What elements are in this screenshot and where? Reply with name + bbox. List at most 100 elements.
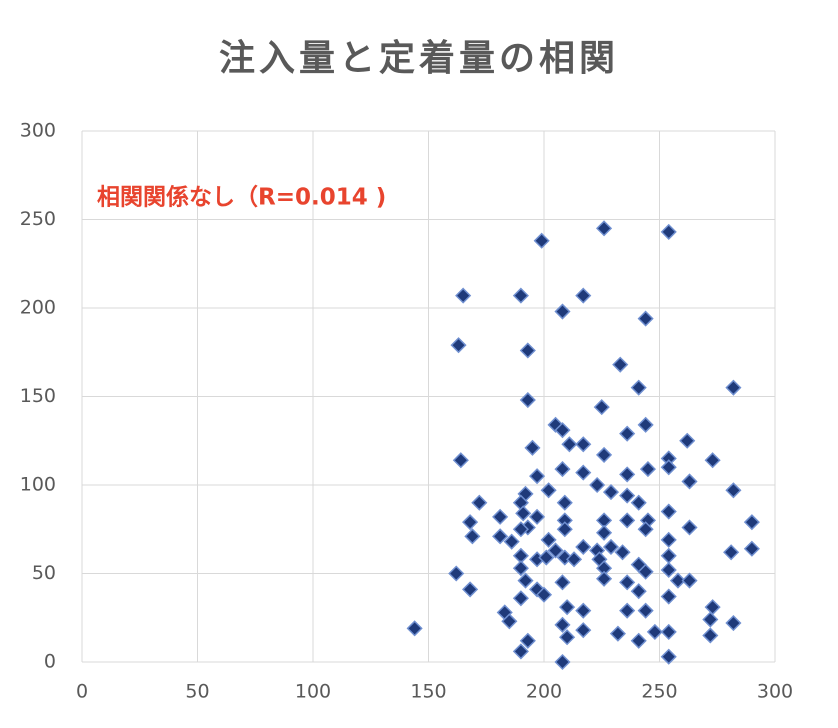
- point: [575, 464, 592, 481]
- point: [702, 627, 719, 644]
- point: [462, 581, 479, 598]
- point: [660, 459, 677, 476]
- point: [681, 519, 698, 536]
- point: [554, 653, 571, 671]
- point: [704, 599, 721, 616]
- point: [630, 632, 647, 649]
- point: [669, 572, 687, 589]
- x-tick-label: 100: [295, 681, 331, 703]
- point: [464, 528, 481, 545]
- x-tick-label: 50: [185, 681, 209, 703]
- point: [602, 538, 620, 556]
- point: [660, 588, 677, 605]
- chart-title: 注入量と定着量の相関: [219, 38, 619, 79]
- point: [515, 505, 532, 522]
- point: [619, 574, 636, 591]
- point: [660, 561, 677, 579]
- point: [725, 482, 742, 499]
- point: [512, 287, 529, 304]
- point: [704, 452, 721, 469]
- point: [517, 572, 534, 589]
- x-tick-label: 200: [526, 681, 562, 703]
- point: [554, 616, 571, 633]
- point: [554, 303, 571, 320]
- point: [595, 570, 613, 587]
- point: [512, 560, 529, 577]
- point: [492, 528, 509, 545]
- point: [512, 521, 529, 538]
- point: [492, 508, 509, 525]
- point: [660, 547, 677, 564]
- point: [533, 232, 550, 249]
- point: [630, 379, 647, 396]
- point: [725, 614, 742, 632]
- point: [561, 436, 578, 453]
- point: [519, 342, 536, 359]
- point: [619, 466, 636, 483]
- point: [535, 586, 553, 603]
- point: [554, 422, 571, 439]
- point: [743, 514, 760, 531]
- y-tick-label: 250: [20, 208, 56, 230]
- point: [593, 399, 610, 416]
- point: [540, 531, 557, 548]
- point: [660, 623, 677, 640]
- point: [448, 565, 465, 582]
- point: [646, 623, 663, 640]
- point: [406, 620, 423, 637]
- tick-labels: 0 50 100 150 200 250 300 0 50 100 150 200 250 300: [20, 120, 793, 703]
- point: [452, 452, 469, 469]
- point: [512, 643, 529, 660]
- point: [637, 310, 654, 327]
- point: [554, 461, 571, 478]
- point: [660, 648, 677, 665]
- point: [554, 574, 571, 591]
- point: [575, 287, 592, 304]
- grid: [81, 130, 776, 663]
- point: [529, 468, 546, 485]
- point: [538, 549, 555, 566]
- point: [575, 602, 592, 619]
- point: [595, 524, 613, 541]
- x-tick-label: 150: [410, 681, 446, 703]
- point: [529, 508, 546, 525]
- point: [681, 572, 698, 589]
- point: [595, 446, 613, 463]
- x-tick-label: 0: [76, 681, 88, 703]
- point: [637, 602, 654, 619]
- y-tick-label: 50: [32, 562, 56, 584]
- point: [681, 473, 698, 490]
- point: [556, 521, 573, 538]
- point: [702, 611, 719, 628]
- y-tick-label: 300: [20, 120, 56, 142]
- point: [637, 521, 654, 538]
- point: [630, 494, 647, 511]
- point: [637, 416, 654, 433]
- point: [679, 432, 696, 449]
- point: [660, 223, 677, 240]
- point: [455, 287, 472, 304]
- point: [547, 542, 564, 559]
- point: [619, 425, 636, 442]
- point: [614, 544, 631, 561]
- x-tick-label: 250: [641, 681, 677, 703]
- point: [575, 436, 592, 453]
- point: [575, 622, 592, 639]
- point: [639, 461, 657, 478]
- point: [524, 439, 541, 456]
- point: [589, 476, 606, 494]
- point: [540, 482, 557, 499]
- point: [602, 484, 620, 501]
- point: [725, 379, 742, 396]
- y-tick-label: 0: [44, 651, 56, 673]
- point: [501, 613, 518, 630]
- point: [565, 551, 583, 568]
- point: [450, 337, 467, 354]
- point: [512, 590, 529, 607]
- points: [406, 220, 760, 671]
- y-tick-label: 100: [20, 474, 56, 496]
- point: [609, 625, 626, 642]
- point: [559, 629, 576, 646]
- point: [503, 533, 520, 550]
